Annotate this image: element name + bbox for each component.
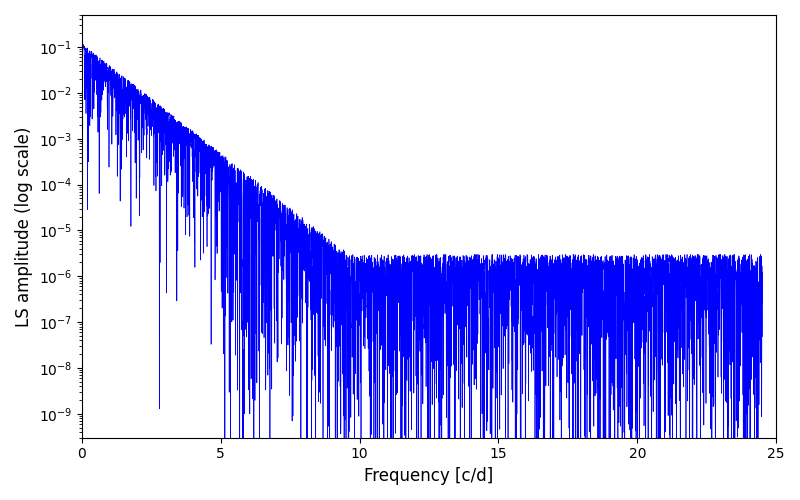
X-axis label: Frequency [c/d]: Frequency [c/d] — [364, 467, 494, 485]
Y-axis label: LS amplitude (log scale): LS amplitude (log scale) — [15, 126, 33, 326]
